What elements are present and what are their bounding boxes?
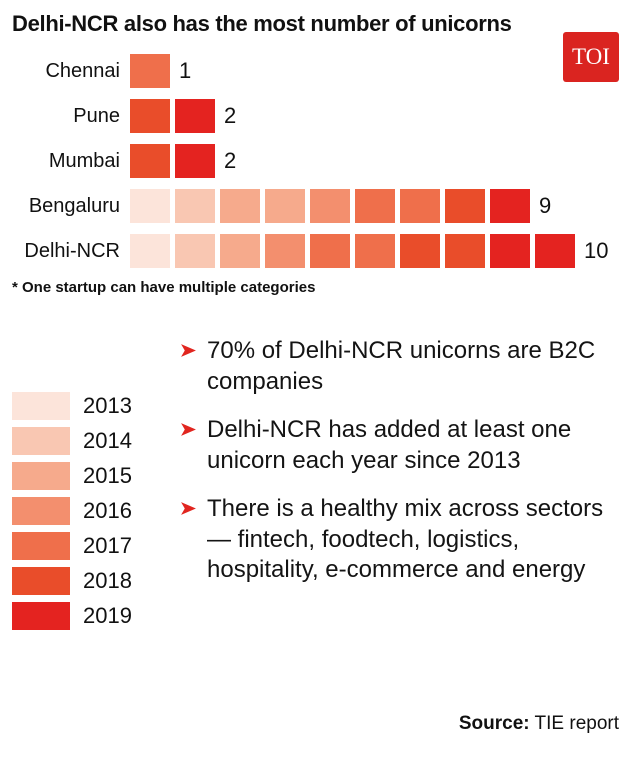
infographic: Delhi-NCR also has the most number of un…	[0, 0, 635, 734]
bar-squares	[130, 234, 575, 269]
legend-year-label: 2013	[83, 393, 132, 419]
legend-swatch-2018	[12, 567, 70, 596]
source-line: Source: TIE report	[459, 713, 619, 735]
unit-square-2013	[130, 189, 170, 224]
page-title: Delhi-NCR also has the most number of un…	[12, 11, 512, 36]
legend-item: 2015	[12, 462, 180, 491]
toi-logo: TOI	[563, 32, 619, 82]
bar-row-value: 10	[584, 238, 609, 264]
unit-square-2015	[220, 234, 260, 269]
bar-row-label: Delhi-NCR	[24, 239, 120, 262]
unit-square-2013	[130, 234, 170, 269]
legend-year-label: 2014	[83, 428, 132, 454]
unit-square-2014	[175, 189, 215, 224]
unicorns-bar-chart: Chennai 1 Pune 2 Mumbai 2 Bengaluru 9 Delhi-NCR 1…	[0, 54, 635, 296]
legend-swatch-2013	[12, 392, 70, 421]
year-legend: 2013 2014 2015 2016 2017 2018 2019	[0, 336, 180, 637]
legend-swatch-2019	[12, 602, 70, 631]
unit-square-2019	[490, 189, 530, 224]
bullet-arrow-icon	[180, 494, 197, 585]
legend-item: 2016	[12, 497, 180, 526]
bar-row-label: Mumbai	[48, 149, 120, 172]
unit-square-2016	[310, 189, 350, 224]
bar-squares	[130, 189, 530, 224]
legend-item: 2013	[12, 392, 180, 421]
unit-square-2017	[310, 234, 350, 269]
bar-row-label: Pune	[73, 104, 120, 127]
legend-swatch-2015	[12, 462, 70, 491]
legend-year-label: 2015	[83, 463, 132, 489]
legend-item: 2014	[12, 427, 180, 456]
bar-row-label: Bengaluru	[28, 194, 120, 217]
fact-item: Delhi-NCR has added at least one unicorn…	[180, 415, 610, 476]
bar-squares	[130, 144, 215, 179]
legend-year-label: 2018	[83, 568, 132, 594]
bar-row-label: Chennai	[45, 59, 120, 82]
unit-square-2018	[445, 189, 485, 224]
legend-swatch-2016	[12, 497, 70, 526]
fact-item: There is a healthy mix across sectors — …	[180, 494, 610, 585]
unit-square-2019	[175, 144, 215, 179]
bar-squares	[130, 99, 215, 134]
bar-squares	[130, 54, 170, 89]
bar-row: Pune 2	[0, 99, 635, 134]
unit-square-2019	[490, 234, 530, 269]
unit-square-2017	[130, 54, 170, 89]
unit-square-2019	[535, 234, 575, 269]
bar-row-value: 1	[179, 58, 192, 84]
legend-item: 2019	[12, 602, 180, 631]
legend-item: 2017	[12, 532, 180, 561]
bullet-arrow-icon	[180, 415, 197, 476]
fact-item: 70% of Delhi-NCR unicorns are B2C compan…	[180, 336, 610, 397]
legend-year-label: 2017	[83, 533, 132, 559]
legend-swatch-2017	[12, 532, 70, 561]
bar-row-value: 2	[224, 148, 237, 174]
unit-square-2018	[130, 144, 170, 179]
unit-square-2016	[265, 234, 305, 269]
legend-year-label: 2019	[83, 603, 132, 629]
unit-square-2019	[175, 99, 215, 134]
chart-rows: Chennai 1 Pune 2 Mumbai 2 Bengaluru 9 Delhi-NCR 1…	[0, 54, 635, 269]
unit-square-2017	[355, 189, 395, 224]
fact-text: Delhi-NCR has added at least one unicorn…	[207, 416, 572, 474]
bar-row: Chennai 1	[0, 54, 635, 89]
bar-row: Mumbai 2	[0, 144, 635, 179]
header: Delhi-NCR also has the most number of un…	[0, 0, 635, 82]
bar-row: Delhi-NCR 10	[0, 234, 635, 269]
legend-year-label: 2016	[83, 498, 132, 524]
unit-square-2017	[355, 234, 395, 269]
unit-square-2015	[220, 189, 260, 224]
bullet-arrow-icon	[180, 336, 197, 397]
source-text: TIE report	[529, 713, 619, 734]
fact-text: There is a healthy mix across sectors — …	[207, 495, 604, 583]
bar-row: Bengaluru 9	[0, 189, 635, 224]
unit-square-2018	[130, 99, 170, 134]
unit-square-2015	[265, 189, 305, 224]
unit-square-2017	[400, 189, 440, 224]
unit-square-2018	[445, 234, 485, 269]
bar-row-value: 9	[539, 193, 552, 219]
legend-swatch-2014	[12, 427, 70, 456]
bar-row-value: 2	[224, 103, 237, 129]
legend-item: 2018	[12, 567, 180, 596]
source-label: Source:	[458, 713, 530, 734]
key-facts: 70% of Delhi-NCR unicorns are B2C compan…	[180, 336, 634, 637]
fact-text: 70% of Delhi-NCR unicorns are B2C compan…	[207, 337, 596, 395]
unit-square-2018	[400, 234, 440, 269]
lower-section: 2013 2014 2015 2016 2017 2018 2019 70% of Delh…	[0, 336, 635, 637]
unit-square-2014	[175, 234, 215, 269]
chart-footnote: * One startup can have multiple categori…	[12, 279, 316, 297]
